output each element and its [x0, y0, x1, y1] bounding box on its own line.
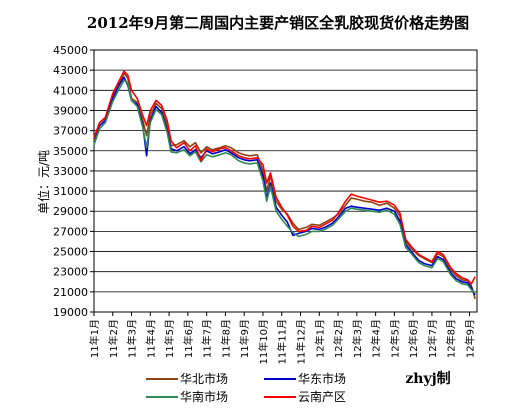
x-tick-label: 12年1月 [313, 319, 326, 358]
legend-label-huadong: 华东市场 [298, 371, 346, 386]
x-tick-label: 11年6月 [182, 319, 195, 358]
y-tick-label: 29000 [53, 205, 88, 218]
y-tick-label: 35000 [53, 145, 88, 158]
x-tick-label: 12年9月 [463, 319, 476, 358]
y-tick-label: 21000 [53, 286, 88, 299]
y-tick-label: 45000 [53, 44, 88, 57]
y-tick-label: 19000 [53, 306, 88, 319]
chart-title: 2012年9月第二周国内主要产销区全乳胶现货价格走势图 [87, 14, 469, 32]
x-tick-label: 12年5月 [388, 319, 401, 358]
chart-credit: zhyj制 [405, 370, 450, 387]
plot-area [93, 49, 478, 313]
x-tick-label: 11年12月 [295, 319, 308, 364]
series-line-huabei [93, 72, 476, 300]
x-tick-label: 12年4月 [370, 319, 383, 358]
x-tick-label: 11年10月 [257, 319, 270, 364]
legend-label-yunnan: 云南产区 [298, 389, 346, 404]
y-tick-label: 41000 [53, 84, 88, 97]
y-axis-label: 单位：元/吨 [36, 150, 51, 214]
series-lines [93, 70, 476, 300]
series-line-yunnan [93, 70, 476, 285]
y-tick-label: 31000 [53, 185, 88, 198]
gridlines [94, 69, 477, 293]
x-tick-label: 12年8月 [445, 319, 458, 358]
x-tick-label: 11年2月 [107, 319, 120, 358]
x-axis-ticks: 11年1月 11年2月 11年3月 11年4月 11年5月 11年6月 11年7月 11年8月… [88, 312, 476, 364]
x-tick-label: 11年7月 [201, 319, 214, 358]
x-tick-label: 11年3月 [126, 319, 139, 358]
y-axis-ticks: 19000 21000 23000 25000 27000 29000 31000 33000… [53, 44, 94, 319]
y-tick-label: 25000 [53, 246, 88, 259]
y-tick-label: 43000 [53, 64, 88, 77]
x-tick-label: 11年8月 [219, 319, 232, 358]
legend-label-huabei: 华北市场 [180, 371, 228, 386]
x-tick-label: 11年5月 [163, 319, 176, 358]
legend: 华北市场 华东市场 华南市场 云南产区 [146, 371, 346, 404]
y-tick-label: 39000 [53, 104, 88, 117]
x-tick-label: 11年1月 [88, 319, 101, 358]
legend-label-huanan: 华南市场 [180, 389, 228, 404]
y-tick-label: 37000 [53, 125, 88, 138]
x-tick-label: 12年6月 [407, 319, 420, 358]
x-tick-label: 12年7月 [426, 319, 439, 358]
x-tick-label: 11年9月 [238, 319, 251, 358]
x-tick-label: 11年4月 [144, 319, 157, 358]
series-line-huanan [93, 79, 476, 294]
x-tick-label: 12年2月 [332, 319, 345, 358]
y-tick-label: 33000 [53, 165, 88, 178]
y-tick-label: 27000 [53, 225, 88, 238]
x-tick-label: 11年11月 [276, 319, 289, 364]
x-tick-label: 12年3月 [351, 319, 364, 358]
y-tick-label: 23000 [53, 266, 88, 279]
